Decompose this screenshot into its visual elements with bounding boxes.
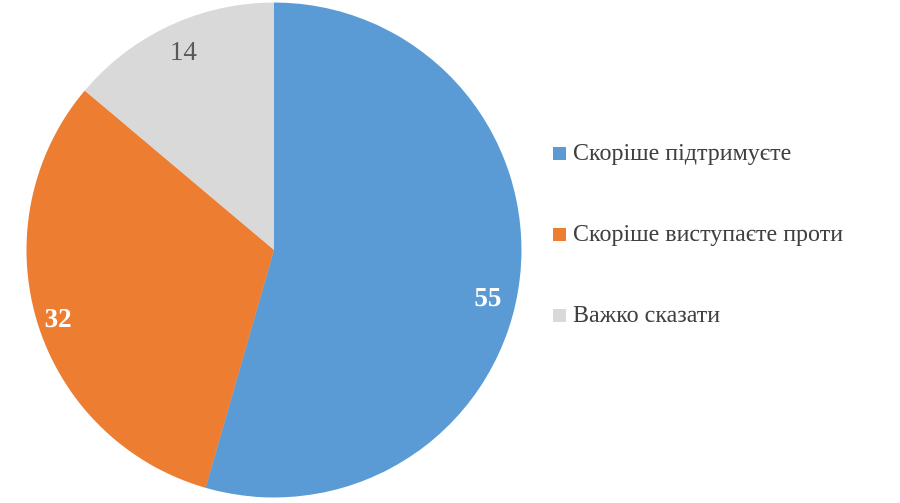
pie-data-label-2: 14 bbox=[170, 36, 198, 66]
pie-data-label-1: 32 bbox=[45, 303, 72, 333]
legend-label: Скоріше виступаєте проти bbox=[573, 221, 844, 247]
legend-label: Важко сказати bbox=[573, 302, 721, 328]
legend-label: Скоріше підтримуєте bbox=[573, 140, 792, 166]
pie-slice-0 bbox=[205, 2, 522, 498]
legend-item-0: Скоріше підтримуєте bbox=[553, 140, 843, 167]
legend-item-1: Скоріше виступаєте проти bbox=[553, 221, 843, 248]
legend-item-2: Важко сказати bbox=[553, 302, 843, 329]
pie-slice-1 bbox=[26, 90, 275, 488]
chart-legend: Скоріше підтримуєте Скоріше виступаєте п… bbox=[553, 140, 843, 383]
pie-slice-2 bbox=[84, 2, 275, 250]
pie-data-label-0: 55 bbox=[474, 282, 501, 312]
legend-color-swatch-icon bbox=[553, 228, 566, 241]
legend-color-swatch-icon bbox=[553, 147, 566, 160]
legend-color-swatch-icon bbox=[553, 309, 566, 322]
